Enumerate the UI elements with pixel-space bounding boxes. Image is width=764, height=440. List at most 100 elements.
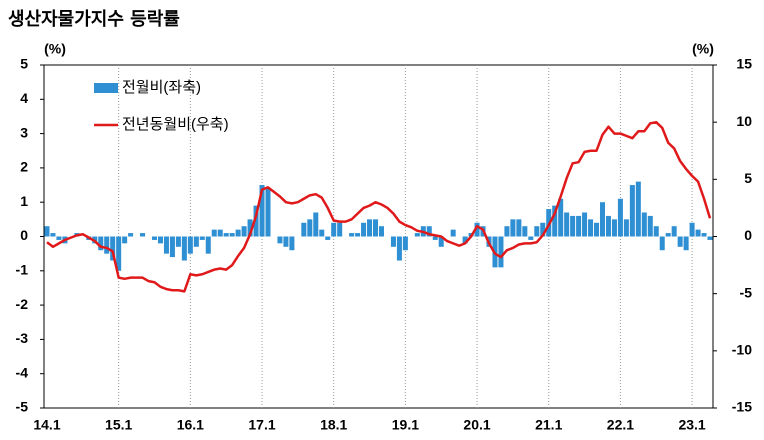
y-tick-label: 0 (20, 227, 28, 243)
bar (355, 233, 361, 237)
y-tick-label: -3 (16, 330, 29, 346)
legend-label: 전월비(좌축) (122, 79, 201, 96)
bar (588, 219, 594, 237)
bar (283, 236, 289, 247)
bar (438, 236, 444, 247)
bar (647, 215, 653, 237)
bar (552, 205, 558, 237)
line (46, 120, 712, 293)
y2-tick-label: -15 (732, 399, 752, 415)
bar (277, 236, 283, 244)
chart-title: 생산자물가지수 등락률 (8, 9, 180, 30)
bar (510, 219, 516, 237)
x-tick-label: 23.1 (678, 417, 705, 433)
bar (175, 236, 181, 247)
bar (605, 215, 611, 237)
bar (450, 229, 456, 237)
y2-tick-label: -10 (732, 342, 752, 358)
y-tick-label: -4 (16, 364, 29, 380)
legend-label: 전년동월비(우축) (122, 116, 229, 133)
bar (540, 222, 546, 237)
bar (361, 222, 367, 237)
bar (367, 219, 373, 237)
y-tick-label: 4 (20, 90, 28, 106)
y-tick-label: -2 (16, 296, 29, 312)
bar (104, 236, 110, 254)
bar (193, 236, 199, 247)
bar (474, 222, 480, 237)
bar (319, 229, 325, 237)
bar (325, 236, 331, 240)
bar (689, 222, 695, 237)
bar (432, 236, 438, 240)
bar (402, 236, 408, 251)
bar (516, 219, 522, 237)
bar (313, 212, 319, 237)
bar (337, 222, 343, 237)
bar (582, 212, 588, 237)
bar (576, 215, 582, 237)
bar (414, 233, 420, 237)
bar (187, 236, 193, 254)
y2-tick-label: 10 (736, 113, 752, 129)
bar (707, 236, 713, 240)
bar (653, 226, 659, 237)
bar (157, 236, 163, 244)
bar (140, 233, 146, 237)
bar (570, 215, 576, 237)
bar (390, 236, 396, 247)
y-tick-label: 3 (20, 124, 28, 140)
y-tick-label: 1 (20, 193, 28, 209)
bar (695, 229, 701, 237)
bar (611, 219, 617, 237)
x-tick-label: 22.1 (607, 417, 634, 433)
bar (378, 226, 384, 237)
legend-swatch (94, 83, 118, 93)
bar (671, 226, 677, 237)
bar (235, 229, 241, 237)
bar (665, 233, 671, 237)
bar (677, 236, 683, 247)
bar (629, 185, 635, 237)
bar (289, 236, 295, 251)
bar (205, 236, 211, 254)
x-tick-label: 20.1 (463, 417, 490, 433)
x-tick-label: 19.1 (392, 417, 419, 433)
bar (44, 226, 50, 237)
x-tick-label: 21.1 (535, 417, 562, 433)
x-tick-label: 15.1 (105, 417, 132, 433)
bar (683, 236, 689, 251)
bar (116, 236, 122, 271)
y-tick-label: 5 (20, 56, 28, 72)
bar (211, 229, 217, 237)
bar (265, 188, 271, 237)
bar (110, 236, 116, 261)
x-tick-label: 16.1 (177, 417, 204, 433)
bar (498, 236, 504, 268)
bar (98, 236, 104, 251)
bar (426, 226, 432, 237)
bar (247, 219, 253, 237)
y2-tick-label: 0 (744, 227, 752, 243)
bar (462, 236, 468, 244)
x-tick-label: 17.1 (248, 417, 275, 433)
bar (241, 226, 247, 237)
bar (169, 236, 175, 258)
y-tick-label: 2 (20, 159, 28, 175)
y-tick-label: -1 (16, 262, 29, 278)
bar (641, 212, 647, 237)
y2-tick-label: -5 (740, 284, 753, 300)
bar (396, 236, 402, 261)
bar (373, 219, 379, 237)
bar (504, 226, 510, 237)
bar (558, 198, 564, 237)
bar (122, 236, 128, 244)
bar (331, 222, 337, 237)
bar (623, 219, 629, 237)
bar (349, 233, 355, 237)
y-tick-label: -5 (16, 399, 29, 415)
bar (522, 226, 528, 237)
bar (253, 205, 259, 237)
y2-tick-label: 5 (744, 170, 752, 186)
